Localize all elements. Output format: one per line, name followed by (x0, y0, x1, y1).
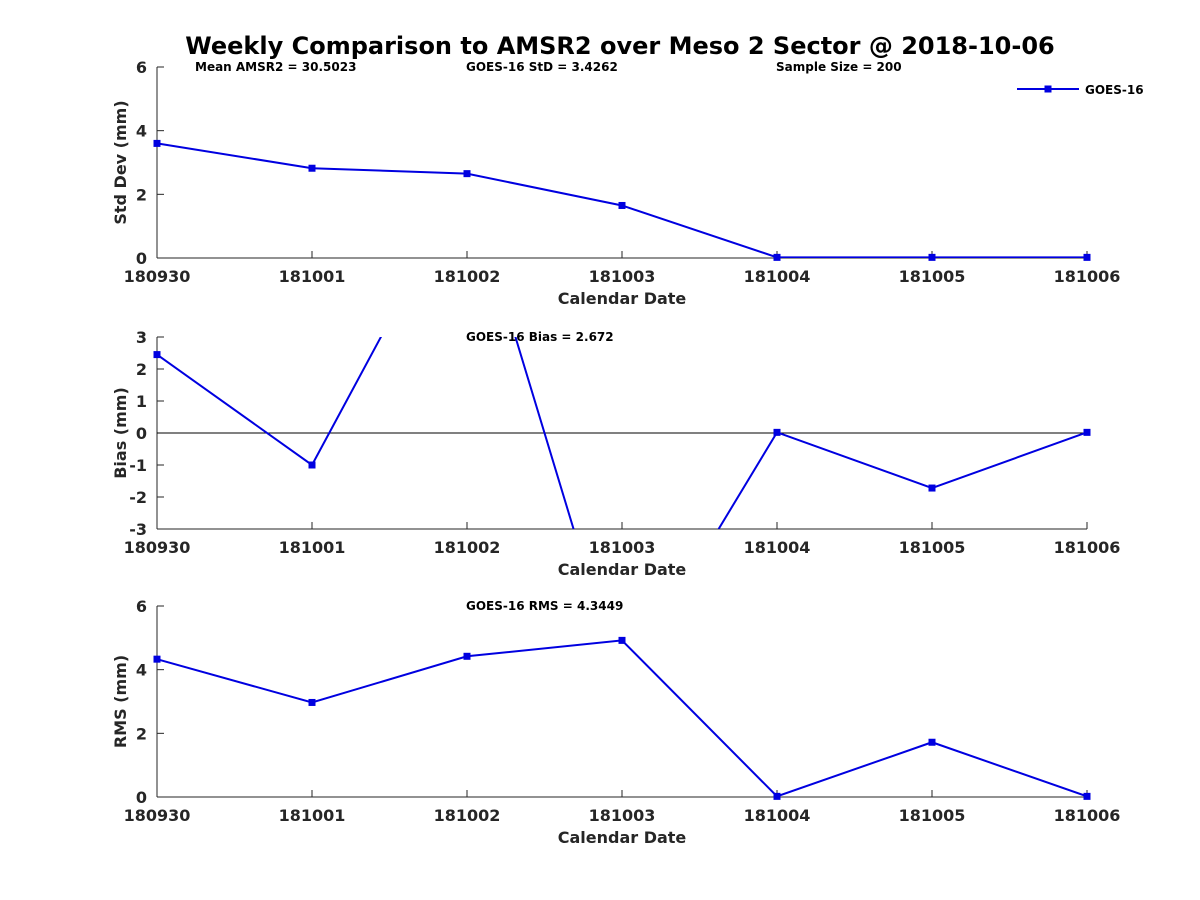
data-point-marker (928, 738, 936, 746)
data-point-marker (773, 428, 781, 436)
y-tick-label: 2 (136, 724, 147, 743)
data-point-marker (308, 164, 316, 172)
x-tick-label: 181004 (744, 806, 811, 825)
x-axis-label: Calendar Date (558, 828, 687, 847)
x-tick-label: 181003 (589, 806, 656, 825)
x-tick-label: 181006 (1054, 267, 1121, 286)
y-axis-label: RMS (mm) (111, 655, 130, 748)
y-tick-label: 2 (136, 360, 147, 379)
stat-annotation: Sample Size = 200 (776, 60, 902, 74)
x-tick-label: 181005 (899, 806, 966, 825)
stat-annotation: GOES-16 Bias = 2.672 (466, 330, 614, 344)
data-point-marker (463, 652, 471, 660)
x-axis-label: Calendar Date (558, 560, 687, 579)
data-point-marker (928, 484, 936, 492)
x-tick-label: 181002 (434, 267, 501, 286)
data-point-marker (153, 655, 161, 663)
series-line-goes-16 (156, 639, 1088, 797)
data-point-marker (618, 201, 626, 209)
data-point-marker (1083, 792, 1091, 800)
x-tick-label: 180930 (124, 267, 191, 286)
x-tick-label: 181005 (899, 538, 966, 557)
chart-title: Weekly Comparison to AMSR2 over Meso 2 S… (185, 32, 1054, 60)
data-point-marker (463, 170, 471, 178)
x-tick-label: 181002 (434, 806, 501, 825)
legend-label: GOES-16 (1085, 83, 1144, 97)
data-point-marker (153, 351, 161, 359)
panel-2: -3 -2 -1 0 1 2 3 180930 181001 181002 181003 181004… (111, 328, 1121, 579)
y-tick-label: 4 (136, 122, 147, 141)
y-tick-label: -1 (129, 456, 147, 475)
data-point-marker (618, 636, 626, 644)
data-point-marker (308, 461, 316, 469)
panel-3: 0 2 4 6 180930 181001 181002 181003 181004 181005… (111, 597, 1120, 847)
y-tick-label: -2 (129, 488, 147, 507)
x-tick-label: 181004 (744, 267, 811, 286)
y-tick-label: -3 (129, 520, 147, 539)
y-tick-label: 6 (136, 58, 147, 77)
stat-annotation: GOES-16 RMS = 4.3449 (466, 599, 623, 613)
y-tick-label: 0 (136, 249, 147, 268)
data-point-marker (308, 698, 316, 706)
y-tick-label: 0 (136, 788, 147, 807)
data-point-marker (153, 139, 161, 147)
data-point-marker (1083, 253, 1091, 261)
panel-1: 0 2 4 6 180930 181001 181002 181003 181004 181005… (111, 58, 1144, 308)
series-line-goes-16 (156, 142, 1087, 258)
y-tick-label: 0 (136, 424, 147, 443)
x-tick-label: 181001 (279, 538, 346, 557)
legend-marker (1044, 85, 1052, 93)
y-tick-label: 6 (136, 597, 147, 616)
x-tick-label: 181003 (589, 538, 656, 557)
y-tick-label: 1 (136, 392, 147, 411)
x-axis-label: Calendar Date (558, 289, 687, 308)
y-tick-label: 2 (136, 185, 147, 204)
x-tick-label: 181001 (279, 806, 346, 825)
data-point-marker (928, 253, 936, 261)
x-tick-label: 181002 (434, 538, 501, 557)
stat-annotation: Mean AMSR2 = 30.5023 (195, 60, 356, 74)
data-point-marker (773, 792, 781, 800)
y-axis-label: Std Dev (mm) (111, 100, 130, 224)
x-tick-label: 181001 (279, 267, 346, 286)
y-tick-label: 4 (136, 661, 147, 680)
y-tick-label: 3 (136, 328, 147, 347)
x-tick-label: 181006 (1054, 538, 1121, 557)
x-tick-label: 180930 (124, 538, 191, 557)
data-point-marker (773, 253, 781, 261)
x-tick-label: 180930 (124, 806, 191, 825)
x-tick-label: 181005 (899, 267, 966, 286)
y-axis-label: Bias (mm) (111, 387, 130, 479)
data-point-marker (1083, 428, 1091, 436)
stat-annotation: GOES-16 StD = 3.4262 (466, 60, 618, 74)
x-tick-label: 181006 (1054, 806, 1121, 825)
x-tick-label: 181004 (744, 538, 811, 557)
x-tick-label: 181003 (589, 267, 656, 286)
